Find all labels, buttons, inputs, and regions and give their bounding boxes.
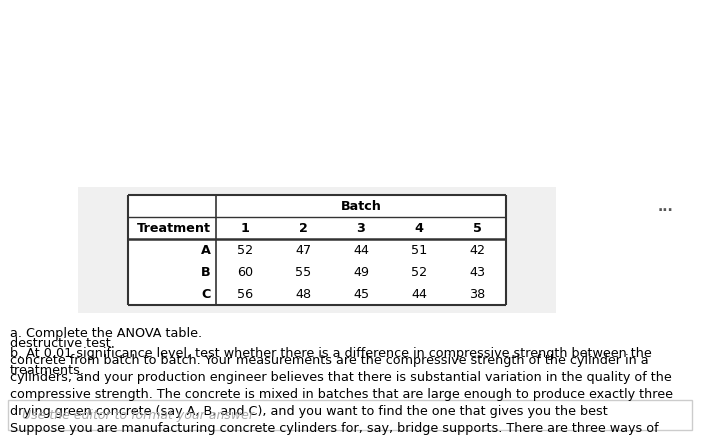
- Text: b. At 0.01 significance level, test whether there is a difference in compressive: b. At 0.01 significance level, test whet…: [10, 347, 652, 360]
- Text: 44: 44: [353, 243, 369, 257]
- Text: 43: 43: [469, 266, 485, 278]
- Text: 45: 45: [353, 288, 369, 301]
- Text: Suppose you are manufacturing concrete cylinders for, say, bridge supports. Ther: Suppose you are manufacturing concrete c…: [10, 422, 659, 435]
- Text: 51: 51: [411, 243, 427, 257]
- Text: 3: 3: [357, 222, 365, 235]
- Text: 49: 49: [353, 266, 369, 278]
- Text: compressive strength. The concrete is mixed in batches that are large enough to : compressive strength. The concrete is mi…: [10, 388, 673, 401]
- Text: 42: 42: [469, 243, 485, 257]
- Text: a. Complete the ANOVA table.: a. Complete the ANOVA table.: [10, 327, 202, 340]
- Text: 48: 48: [295, 288, 311, 301]
- Bar: [78, 187, 556, 313]
- Text: 44: 44: [411, 288, 427, 301]
- Text: 60: 60: [237, 266, 253, 278]
- Text: 47: 47: [295, 243, 311, 257]
- Text: Use the editor to format your answer: Use the editor to format your answer: [22, 409, 254, 422]
- Text: B: B: [201, 266, 211, 278]
- Text: 55: 55: [295, 266, 311, 278]
- Text: Treatment: Treatment: [137, 222, 211, 235]
- Bar: [8, 400, 692, 430]
- Text: C: C: [202, 288, 211, 301]
- Text: concrete from batch to batch. Your measurements are the compressive strength of : concrete from batch to batch. Your measu…: [10, 354, 648, 367]
- Text: 52: 52: [411, 266, 427, 278]
- Bar: [128, 195, 506, 305]
- Text: A: A: [201, 243, 211, 257]
- Text: cylinders, and your production engineer believes that there is substantial varia: cylinders, and your production engineer …: [10, 371, 672, 384]
- Text: drying green concrete (say A, B, and C), and you want to find the one that gives: drying green concrete (say A, B, and C),…: [10, 405, 608, 418]
- Text: 1: 1: [240, 222, 250, 235]
- Text: 38: 38: [469, 288, 485, 301]
- Text: 5: 5: [472, 222, 482, 235]
- Text: ...: ...: [658, 200, 674, 214]
- Text: 56: 56: [237, 288, 253, 301]
- Text: Batch: Batch: [341, 200, 381, 212]
- Text: destructive test.: destructive test.: [10, 337, 115, 350]
- Text: 4: 4: [414, 222, 423, 235]
- Text: treatments.: treatments.: [10, 364, 85, 377]
- Text: 52: 52: [237, 243, 253, 257]
- Text: 2: 2: [299, 222, 308, 235]
